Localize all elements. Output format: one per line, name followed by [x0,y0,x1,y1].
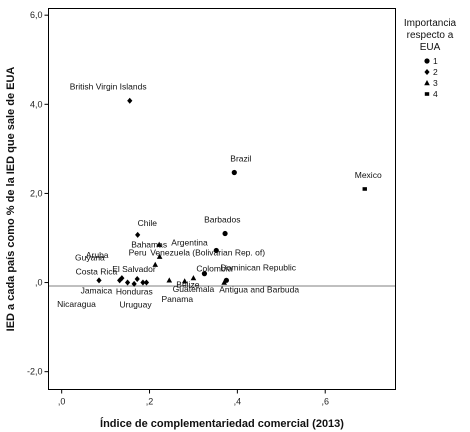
data-point-mexico [362,187,367,191]
point-label-colombia: Colombia [196,264,232,274]
data-point-el-salvador [134,275,140,282]
point-label-aruba: Aruba [86,250,109,260]
axis-ticks: ,0 ,2 ,4 ,6 -2,0 ,0 2,0 4,0 6,0 [27,10,329,406]
y-tick-label: ,0 [35,278,43,288]
point-label-costa-rica: Costa Rica [76,266,118,276]
data-point-argentina [213,247,219,254]
point-label-guyana: Guyana [75,252,105,262]
legend-title-line-1: Importancia [404,18,457,29]
point-label-dominican-republic: Dominican Republic [220,262,296,272]
legend-marker-3 [424,80,430,86]
data-point-venezuela-bolivarian-rep-of [152,261,159,267]
point-label-peru: Peru [129,248,147,258]
data-point-guatemala [181,278,188,284]
x-tick-label: ,2 [146,397,154,407]
data-point-belize [166,277,173,283]
x-axis-title: Índice de complementariedad comercial (2… [100,417,344,430]
data-point-british-virgin-islands [127,97,133,104]
point-label-honduras: Honduras [116,287,153,297]
data-point-peru [156,253,163,259]
x-tick-label: ,6 [321,397,329,407]
point-label-venezuela-bolivarian-rep-of: Venezuela (Bolivarian Rep. of) [150,248,265,258]
point-label-argentina: Argentina [171,237,208,247]
legend-label-2: 2 [433,67,438,77]
data-points [96,97,367,287]
x-tick-label: ,4 [234,397,242,407]
legend-label-4: 4 [433,89,438,99]
data-point-jamaica [124,279,131,286]
data-point-antigua-and-barbuda [221,279,227,285]
point-label-brazil: Brazil [230,153,251,163]
data-point-bahamas [156,241,162,247]
y-tick-label: 2,0 [30,188,43,198]
point-label-antigua-and-barbuda: Antigua and Barbuda [219,285,299,295]
point-label-uruguay: Uruguay [119,300,152,310]
data-point-costa-rica [117,277,123,284]
data-point-aruba [119,275,125,282]
point-label-panama: Panama [161,294,193,304]
data-point-honduras [140,279,146,286]
y-tick-label: 4,0 [30,99,43,109]
legend-marker-2 [424,69,430,75]
legend-label-1: 1 [433,56,438,66]
point-label-jamaica: Jamaica [81,286,113,296]
point-label-bahamas: Bahamas [131,240,167,250]
y-tick-label: -2,0 [27,367,43,377]
point-label-belize: Belize [176,279,199,289]
legend-marker-1 [424,58,430,64]
x-tick-label: ,0 [58,397,66,407]
data-point-panama [190,275,197,281]
point-label-el-salvador: El Salvador [112,264,156,274]
point-label-guatemala: Guatemala [173,284,215,294]
data-point-nicaragua [131,280,137,287]
data-point-guyana [96,277,102,284]
y-axis-title: IED a cada país como % de la IED que sal… [5,67,17,332]
plot-frame [48,8,396,390]
point-label-chile: Chile [138,218,158,228]
point-labels: British Virgin Islands Brazil Mexico Chile B… [57,82,382,310]
legend-label-3: 3 [433,78,438,88]
point-label-barbados: Barbados [204,215,240,225]
legend-marker-4 [424,92,430,96]
data-point-barbados [222,230,228,237]
y-tick-label: 6,0 [30,10,43,20]
legend-title-line-2: respecto a [407,30,454,41]
point-label-mexico: Mexico [355,170,382,180]
legend-title-line-3: EUA [420,42,441,53]
data-point-uruguay [143,279,150,286]
data-point-chile [135,231,141,238]
data-point-colombia [201,271,208,277]
data-point-brazil [231,169,237,176]
point-label-british-virgin-islands: British Virgin Islands [70,82,147,92]
point-label-nicaragua: Nicaragua [57,299,96,309]
